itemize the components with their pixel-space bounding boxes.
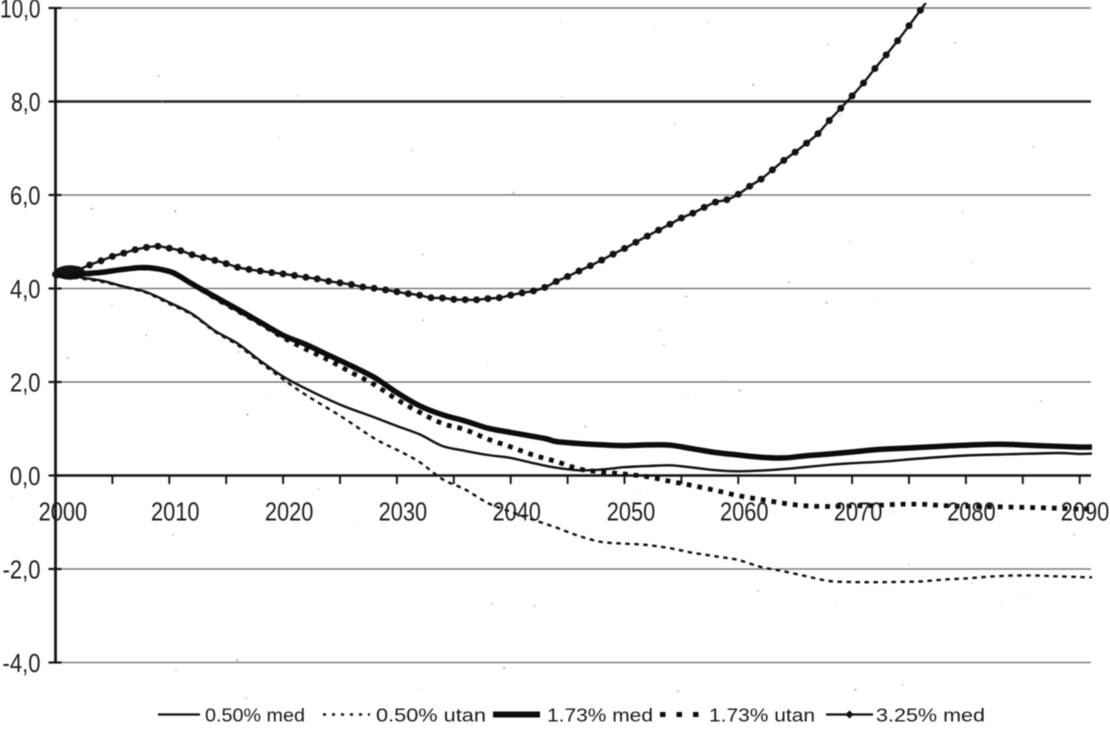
svg-text:2080: 2080 <box>947 496 996 526</box>
svg-text:4,0: 4,0 <box>10 274 41 304</box>
svg-text:2050: 2050 <box>607 496 656 526</box>
svg-text:2020: 2020 <box>265 496 314 526</box>
svg-text:0,0: 0,0 <box>10 461 41 491</box>
svg-text:2010: 2010 <box>151 496 200 526</box>
svg-text:0.50% med: 0.50% med <box>205 706 305 726</box>
svg-text:-4,0: -4,0 <box>3 648 41 678</box>
svg-text:8,0: 8,0 <box>11 87 41 117</box>
svg-text:0.50% utan: 0.50% utan <box>376 706 486 726</box>
svg-text:3.25% med: 3.25% med <box>876 706 985 726</box>
svg-text:2090: 2090 <box>1061 496 1110 526</box>
svg-text:2060: 2060 <box>720 496 769 526</box>
svg-text:10,0: 10,0 <box>0 0 41 24</box>
svg-text:2,0: 2,0 <box>10 368 41 398</box>
svg-text:-2,0: -2,0 <box>3 555 41 585</box>
svg-text:2000: 2000 <box>39 496 88 526</box>
svg-text:1.73% utan: 1.73% utan <box>709 706 815 726</box>
svg-text:2040: 2040 <box>492 496 541 526</box>
svg-text:6,0: 6,0 <box>10 181 41 211</box>
svg-text:1.73% med: 1.73% med <box>547 706 653 726</box>
svg-text:2030: 2030 <box>379 496 428 526</box>
svg-text:2070: 2070 <box>834 496 883 526</box>
